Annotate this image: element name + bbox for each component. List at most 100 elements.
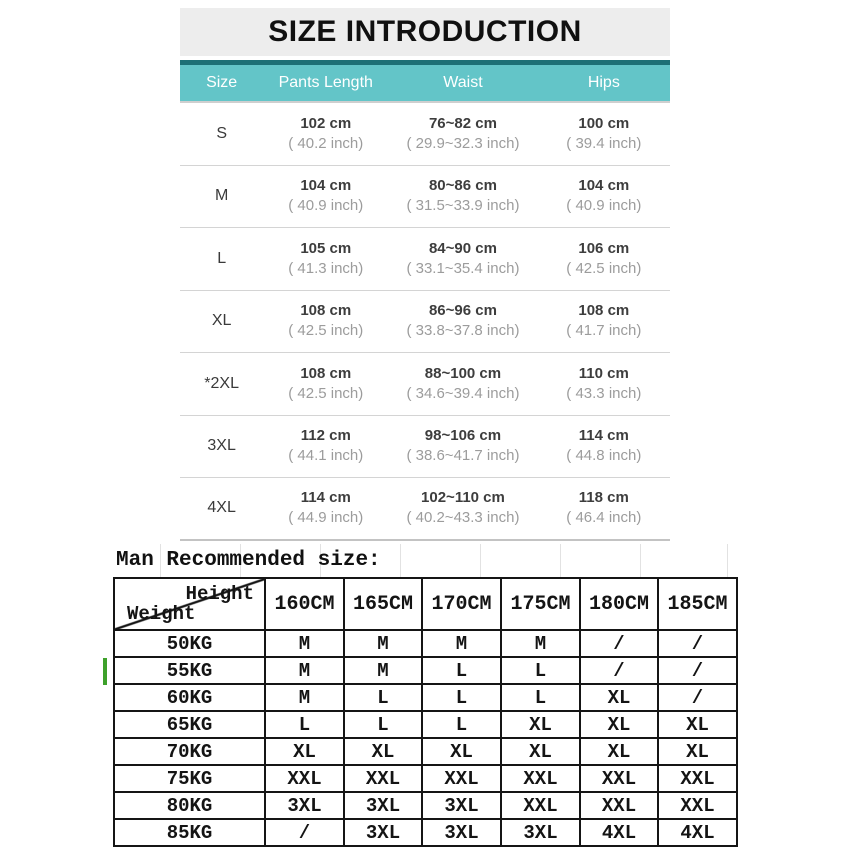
height-column-header: 160CM (264, 577, 345, 631)
hips-cell: 100 cm ( 39.4 inch) (538, 114, 670, 154)
recommended-size-value: 3XL (500, 818, 581, 847)
recommend-title: Man Recommended size: (116, 549, 381, 572)
height-column-header: 175CM (500, 577, 581, 631)
waist-cell: 86~96 cm ( 33.8~37.8 inch) (388, 301, 537, 341)
size-table-row: M 104 cm ( 40.9 inch) 80~86 cm ( 31.5~33.9 i… (180, 166, 670, 228)
waist-inch-value: ( 38.6~41.7 inch) (406, 447, 520, 465)
gridline-stub (727, 544, 728, 577)
gridline-stub (400, 544, 401, 577)
recommended-size-value: XL (421, 737, 502, 766)
pants-inch-value: ( 40.9 inch) (288, 197, 364, 215)
waist-cm-value: 88~100 cm (424, 364, 502, 382)
pants-cm-value: 102 cm (300, 114, 352, 132)
hips-cm-value: 100 cm (578, 114, 630, 132)
recommended-size-value: XXL (657, 791, 738, 820)
column-header: Hips (587, 74, 620, 91)
hips-cm-value: 106 cm (578, 239, 630, 257)
size-table-header-row: Size Pants Length Waist Hips (180, 60, 670, 103)
recommend-row: 60KG M L L L XL / (113, 683, 738, 712)
corner-height-label: Height (185, 583, 254, 605)
height-column-header: 180CM (579, 577, 659, 631)
hips-cell: 118 cm ( 46.4 inch) (538, 488, 670, 528)
recommended-size-value: M (264, 656, 345, 685)
column-header: Size (206, 74, 238, 91)
recommended-size-value: 4XL (579, 818, 659, 847)
recommended-size-value: XL (579, 710, 659, 739)
height-column-header: 185CM (657, 577, 738, 631)
gridline-stub (160, 544, 161, 577)
size-table-row: XL 108 cm ( 42.5 inch) 86~96 cm ( 33.8~37.8 … (180, 291, 670, 353)
hips-inch-value: ( 42.5 inch) (566, 259, 642, 277)
recommended-size-value: M (343, 629, 423, 658)
size-table-body: S 102 cm ( 40.2 inch) 76~82 cm ( 29.9~32.3 i… (180, 103, 670, 541)
recommended-size-value: XL (657, 737, 738, 766)
waist-inch-value: ( 40.2~43.3 inch) (406, 509, 520, 527)
recommended-size-value: L (500, 683, 581, 712)
waist-cell: 84~90 cm ( 33.1~35.4 inch) (388, 239, 537, 279)
recommended-size-value: M (500, 629, 581, 658)
waist-cm-value: 84~90 cm (428, 239, 497, 257)
recommend-row: 55KG M M L L / / (113, 656, 738, 685)
recommended-size-value: XXL (500, 764, 581, 793)
pants-cm-value: 108 cm (300, 302, 352, 320)
recommended-size-value: M (421, 629, 502, 658)
hips-cm-value: 104 cm (578, 177, 630, 195)
recommended-size-value: XXL (421, 764, 502, 793)
size-label: M (214, 187, 229, 205)
recommend-row: 75KG XXL XXL XXL XXL XXL XXL (113, 764, 738, 793)
size-label: *2XL (204, 374, 239, 392)
recommended-size-value: M (264, 683, 345, 712)
size-table-row: S 102 cm ( 40.2 inch) 76~82 cm ( 29.9~32.3 i… (180, 103, 670, 166)
recommended-size-value: L (421, 710, 502, 739)
weight-label: 75KG (113, 764, 266, 793)
waist-cell: 76~82 cm ( 29.9~32.3 inch) (388, 114, 537, 154)
hips-cm-value: 110 cm (578, 364, 629, 382)
recommended-size-value: XL (343, 737, 423, 766)
waist-cm-value: 80~86 cm (428, 177, 497, 195)
recommended-size-value: 4XL (657, 818, 738, 847)
waist-inch-value: ( 29.9~32.3 inch) (406, 134, 520, 152)
size-table-row: 4XL 114 cm ( 44.9 inch) 102~110 cm ( 40.2~43… (180, 478, 670, 541)
recommended-size-value: XL (657, 710, 738, 739)
size-table-row: 3XL 112 cm ( 44.1 inch) 98~106 cm ( 38.6~41.… (180, 416, 670, 478)
recommended-size-value: / (657, 656, 738, 685)
pants-inch-value: ( 40.2 inch) (288, 134, 364, 152)
recommend-row: 85KG/3XL 3XL 3XL 4XL 4XL (113, 818, 738, 847)
hips-inch-value: ( 44.8 inch) (566, 447, 642, 465)
recommended-size-value: / (657, 629, 738, 658)
recommended-size-value: L (421, 683, 502, 712)
pants-cell: 102 cm ( 40.2 inch) (263, 114, 388, 154)
recommended-size-value: XL (500, 737, 581, 766)
pants-cell: 105 cm ( 41.3 inch) (263, 239, 388, 279)
pants-cell: 108 cm ( 42.5 inch) (263, 301, 388, 341)
weight-label: 70KG (113, 737, 266, 766)
waist-cm-value: 98~106 cm (424, 427, 502, 445)
waist-cell: 80~86 cm ( 31.5~33.9 inch) (388, 176, 537, 216)
column-header: Waist (443, 74, 483, 91)
pants-inch-value: ( 42.5 inch) (288, 322, 364, 340)
pants-inch-value: ( 41.3 inch) (288, 259, 364, 277)
recommended-size-value: XXL (657, 764, 738, 793)
recommend-row: 80KG 3XL 3XL 3XL XXL XXL XXL (113, 791, 738, 820)
recommend-table: Height Weight 160CM 165CM 170CM 175CM 180CM 1… (113, 577, 738, 847)
pants-cell: 108 cm ( 42.5 inch) (263, 364, 388, 404)
recommended-size-value: 3XL (264, 791, 345, 820)
recommend-row: 65KG L L L XL XL XL (113, 710, 738, 739)
size-label: 3XL (207, 437, 236, 455)
recommended-size-value: / (579, 629, 659, 658)
recommended-size-value: 3XL (421, 791, 502, 820)
recommended-size-value: XXL (579, 764, 659, 793)
recommended-size-value: XXL (500, 791, 581, 820)
size-label: L (217, 249, 227, 267)
pants-inch-value: ( 44.9 inch) (288, 509, 364, 527)
recommended-size-value: L (421, 656, 502, 685)
recommended-size-value: L (500, 656, 581, 685)
pants-cm-value: 114 cm (300, 489, 351, 507)
weight-label: 80KG (113, 791, 266, 820)
recommended-size-value: 3XL (421, 818, 502, 847)
size-label: 4XL (207, 499, 236, 517)
recommended-size-value: L (343, 683, 423, 712)
pants-inch-value: ( 42.5 inch) (288, 384, 364, 402)
hips-inch-value: ( 41.7 inch) (566, 322, 642, 340)
column-header: Pants Length (278, 74, 373, 91)
